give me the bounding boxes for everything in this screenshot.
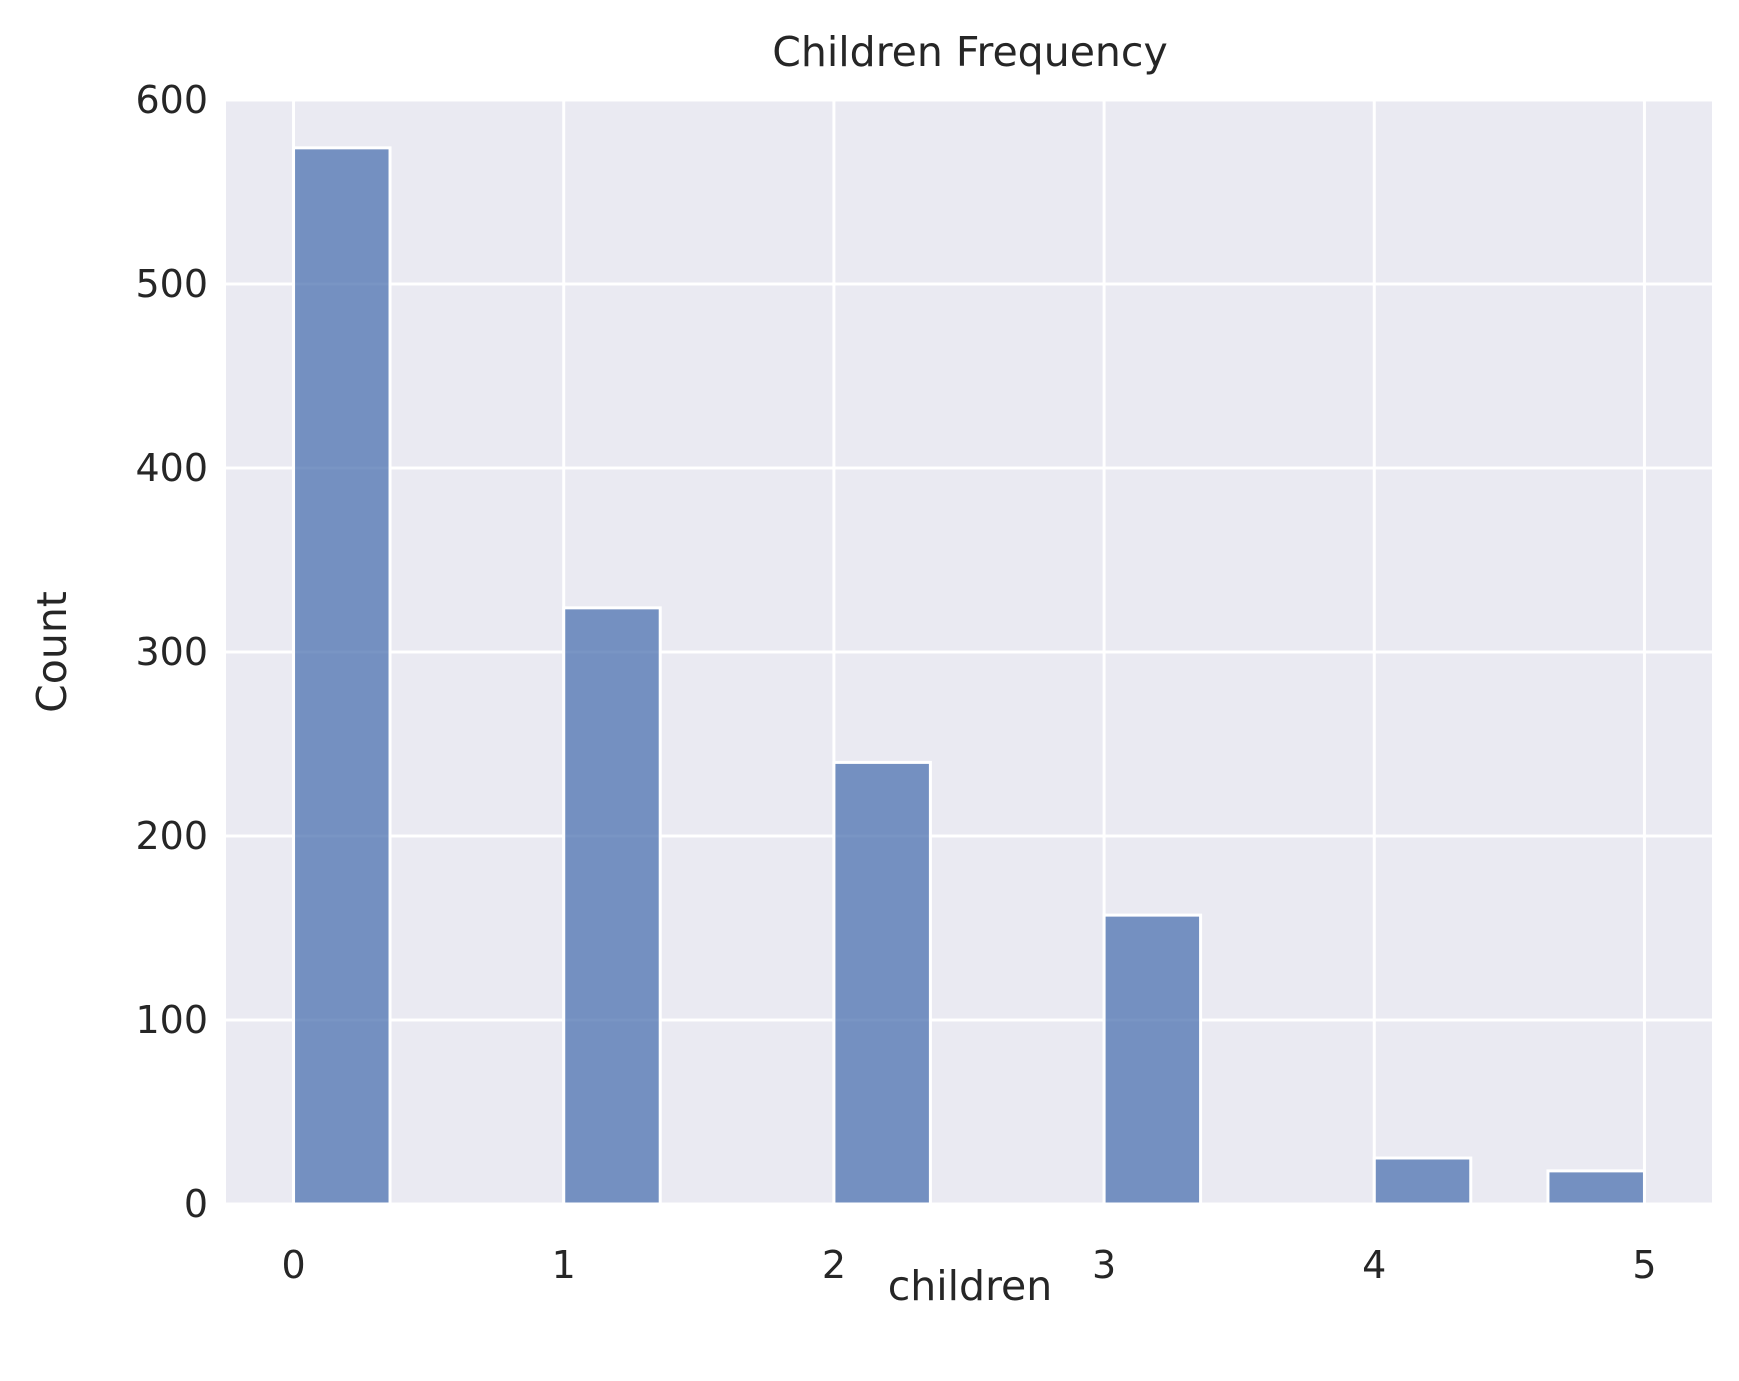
y-tick-label-5: 500 [135,262,208,306]
bars [292,146,1646,1206]
bar-4 [1372,1156,1473,1206]
y-tick-label-6: 600 [135,78,208,122]
y-tick-label-1: 100 [135,998,208,1042]
chart-title: Children Frequency [772,28,1167,76]
x-tick-label-4: 4 [1362,1243,1386,1287]
x-axis-title: children [888,1262,1053,1310]
x-tick-label-2: 2 [822,1243,846,1287]
x-tick-label-0: 0 [281,1243,305,1287]
y-tick-label-3: 300 [135,630,208,674]
y-tick-label-2: 200 [135,814,208,858]
bar-0 [292,146,392,1206]
y-tick-labels: 0 100 200 300 400 500 600 [135,78,208,1226]
bar-1 [562,606,662,1206]
bar-5 [1546,1169,1646,1206]
y-tick-label-0: 0 [184,1182,208,1226]
x-tick-labels: 0 1 2 3 4 5 [281,1243,1656,1287]
x-tick-label-5: 5 [1632,1243,1656,1287]
y-tick-label-4: 400 [135,446,208,490]
bar-2 [832,760,932,1206]
y-axis-title: Count [28,591,76,713]
bar-3 [1102,913,1203,1206]
x-tick-label-3: 3 [1092,1243,1116,1287]
x-tick-label-1: 1 [552,1243,576,1287]
